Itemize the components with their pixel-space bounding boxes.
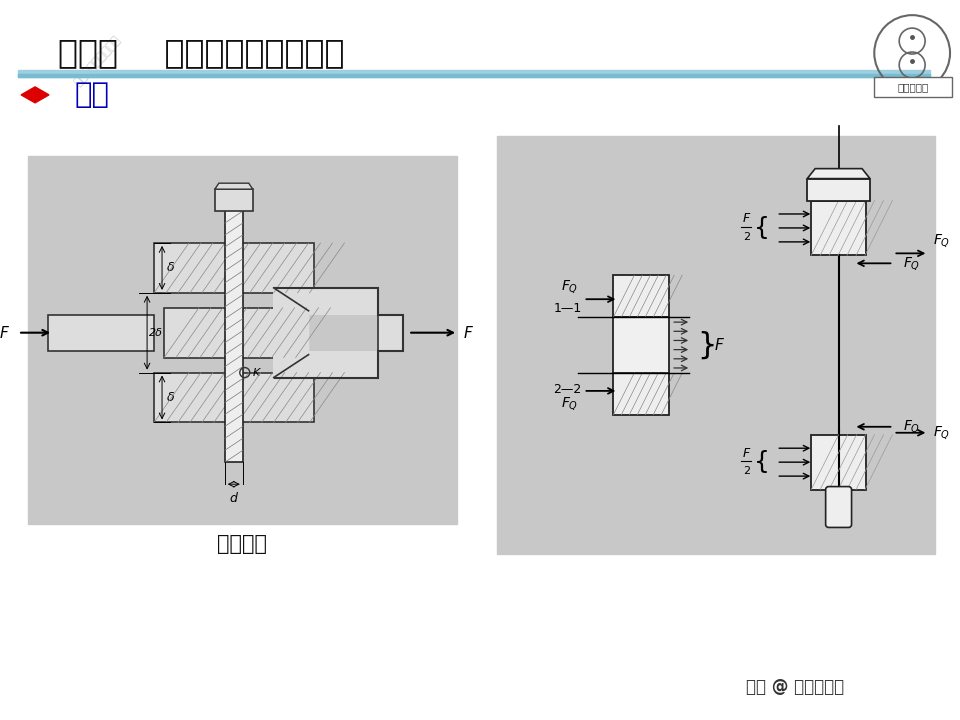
Text: $F_Q$: $F_Q$ xyxy=(933,233,950,249)
Text: {: { xyxy=(754,216,769,240)
Bar xyxy=(48,315,154,351)
Text: 2—2: 2—2 xyxy=(554,383,582,396)
Bar xyxy=(18,70,930,77)
Text: $F$: $F$ xyxy=(742,212,751,225)
Bar xyxy=(225,203,243,462)
FancyBboxPatch shape xyxy=(826,487,852,528)
Text: $F_Q$: $F_Q$ xyxy=(562,395,579,412)
Polygon shape xyxy=(807,168,870,179)
Polygon shape xyxy=(274,288,308,377)
Text: 头条 @ 一位工程师: 头条 @ 一位工程师 xyxy=(747,678,845,696)
Text: $F_Q$: $F_Q$ xyxy=(903,255,921,272)
Bar xyxy=(811,201,866,256)
Text: 2: 2 xyxy=(743,466,750,476)
Text: $F$: $F$ xyxy=(0,325,11,341)
Bar xyxy=(613,373,669,415)
Bar xyxy=(28,156,457,524)
Text: {: { xyxy=(754,450,769,474)
Text: 一位工程师: 一位工程师 xyxy=(898,82,928,92)
Text: 2δ: 2δ xyxy=(149,328,163,338)
Bar xyxy=(807,179,870,201)
Text: $F$: $F$ xyxy=(714,337,725,353)
Text: $F$: $F$ xyxy=(463,325,474,341)
Bar xyxy=(274,288,378,315)
Bar xyxy=(215,189,252,211)
Bar xyxy=(613,317,669,373)
Text: 剪切: 剪切 xyxy=(75,81,110,109)
Bar xyxy=(154,243,314,293)
Text: $F_Q$: $F_Q$ xyxy=(933,424,950,441)
Text: δ: δ xyxy=(167,261,175,274)
Bar xyxy=(613,275,669,317)
Text: 2: 2 xyxy=(743,232,750,242)
Text: 销钉联接: 销钉联接 xyxy=(217,534,268,554)
Text: $F$: $F$ xyxy=(742,446,751,459)
Bar xyxy=(496,136,935,554)
Bar xyxy=(154,372,314,423)
Text: δ: δ xyxy=(167,391,175,404)
Bar xyxy=(378,315,403,351)
Bar xyxy=(875,77,952,97)
Text: K: K xyxy=(252,367,260,377)
Bar xyxy=(18,74,930,77)
Text: 1—1: 1—1 xyxy=(554,302,582,315)
Polygon shape xyxy=(21,87,49,103)
Text: 第二节    键、销联接受力分析: 第二节 键、销联接受力分析 xyxy=(58,37,345,70)
Text: $F_Q$: $F_Q$ xyxy=(903,418,921,436)
Polygon shape xyxy=(215,183,252,189)
Bar xyxy=(811,435,866,490)
Text: 头条号：一位工程师: 头条号：一位工程师 xyxy=(72,33,124,89)
Bar xyxy=(164,307,303,358)
Bar xyxy=(274,351,378,377)
Text: $F_Q$: $F_Q$ xyxy=(562,278,579,295)
Text: }: } xyxy=(697,330,716,359)
Text: d: d xyxy=(229,492,238,505)
